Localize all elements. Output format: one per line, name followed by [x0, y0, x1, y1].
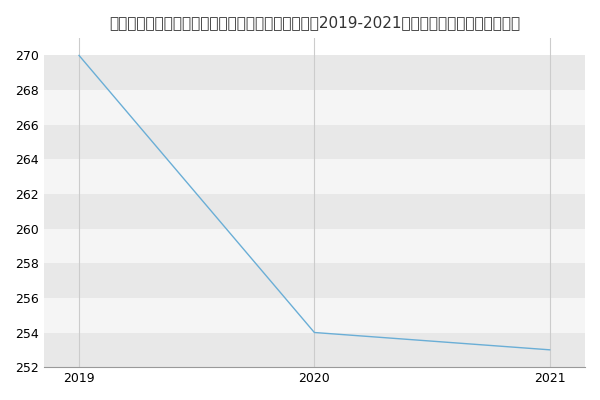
Bar: [44, 125, 585, 159]
Bar: [44, 56, 585, 90]
Title: 桂林电子科技大学信息与通信学院电子科学与技术（2019-2021历年复试）研究生录取分数线: 桂林电子科技大学信息与通信学院电子科学与技术（2019-2021历年复试）研究生…: [109, 15, 520, 30]
Bar: [44, 194, 585, 229]
Bar: [44, 298, 585, 332]
Bar: [44, 229, 585, 263]
Bar: [44, 263, 585, 298]
Bar: [44, 90, 585, 125]
Bar: [44, 332, 585, 367]
Bar: [44, 159, 585, 194]
